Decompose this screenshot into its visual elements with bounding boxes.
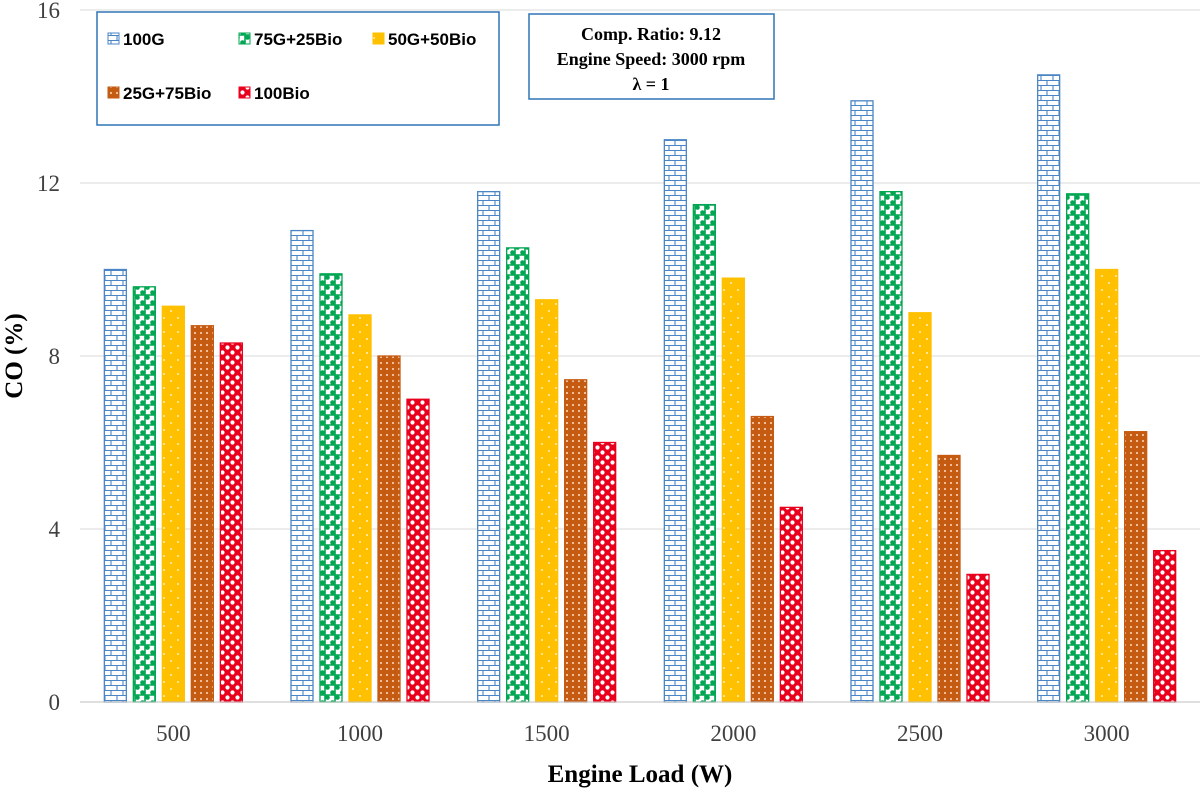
legend-swatch-25g-75bio (107, 86, 120, 99)
bar-75g-25bio-2000 (692, 203, 716, 703)
bars (103, 74, 1177, 703)
bar-100g-1500 (477, 190, 501, 703)
legend-label: 25G+75Bio (123, 84, 211, 103)
bar-50g-50bio-2500 (908, 312, 932, 703)
x-tick-label: 2000 (710, 721, 756, 746)
x-tick-label: 1500 (524, 721, 570, 746)
bar-50g-50bio-500 (161, 305, 185, 703)
y-tick-label: 4 (49, 517, 61, 542)
x-tick-label: 1000 (337, 721, 383, 746)
annotation-line-2: Engine Speed: 3000 rpm (557, 49, 746, 69)
legend-swatch-50g-50bio (372, 32, 385, 45)
y-axis-ticks: 0 4 8 12 16 (37, 0, 61, 715)
annotation-box: Comp. Ratio: 9.12 Engine Speed: 3000 rpm… (528, 13, 775, 100)
bar-25g-75bio-3000 (1124, 431, 1148, 703)
x-axis-title: Engine Load (W) (548, 761, 733, 788)
y-axis-title: CO (%) (1, 313, 28, 398)
bar-100g-500 (103, 268, 127, 703)
legend-label: 100Bio (254, 84, 310, 103)
annotation-line-1: Comp. Ratio: 9.12 (581, 24, 721, 44)
bar-50g-50bio-2000 (721, 277, 745, 703)
gridlines (80, 9, 1200, 530)
bar-25g-75bio-2500 (937, 454, 961, 703)
bar-25g-75bio-2000 (750, 415, 774, 703)
y-tick-label: 12 (37, 171, 60, 196)
x-tick-label: 2500 (897, 721, 943, 746)
bar-75g-25bio-1500 (506, 247, 530, 703)
x-axis-ticks: 500 1000 1500 2000 2500 3000 (156, 721, 1130, 746)
bar-100g-3000 (1037, 74, 1061, 703)
x-tick-label: 500 (156, 721, 191, 746)
annotation-frame (528, 13, 775, 100)
legend-swatch-75g-25bio (238, 32, 251, 45)
bar-100bio-1000 (406, 398, 430, 703)
y-tick-label: 8 (49, 344, 61, 369)
bar-100bio-2000 (779, 506, 803, 703)
bar-100bio-1500 (593, 441, 617, 703)
legend-label: 50G+50Bio (388, 30, 476, 49)
bar-75g-25bio-2500 (879, 190, 903, 703)
bar-100g-2000 (663, 139, 687, 703)
bar-25g-75bio-500 (190, 325, 214, 703)
bar-25g-75bio-1500 (564, 379, 588, 703)
bar-50g-50bio-1500 (535, 299, 559, 703)
legend-label: 100G (123, 30, 165, 49)
legend: 100G 75G+25Bio 50G+50Bio 25G+75Bio 100Bio (96, 11, 500, 126)
y-tick-label: 16 (37, 0, 60, 23)
legend-box (96, 11, 500, 126)
legend-label: 75G+25Bio (254, 30, 342, 49)
bar-100g-2500 (850, 100, 874, 703)
bar-100g-1000 (290, 229, 314, 703)
bar-50g-50bio-3000 (1095, 268, 1119, 703)
annotation-line-3: λ = 1 (632, 74, 669, 94)
bar-50g-50bio-1000 (348, 314, 372, 703)
bar-75g-25bio-500 (132, 286, 156, 703)
y-tick-label: 0 (49, 690, 61, 715)
x-tick-label: 3000 (1084, 721, 1130, 746)
legend-swatch-100bio (238, 86, 251, 99)
bar-25g-75bio-1000 (377, 355, 401, 703)
bar-75g-25bio-1000 (319, 273, 343, 703)
bar-100bio-3000 (1153, 549, 1177, 703)
bar-75g-25bio-3000 (1066, 193, 1090, 703)
bar-100bio-2500 (966, 573, 990, 703)
legend-swatch-100g (107, 32, 120, 45)
bar-100bio-500 (219, 342, 243, 703)
